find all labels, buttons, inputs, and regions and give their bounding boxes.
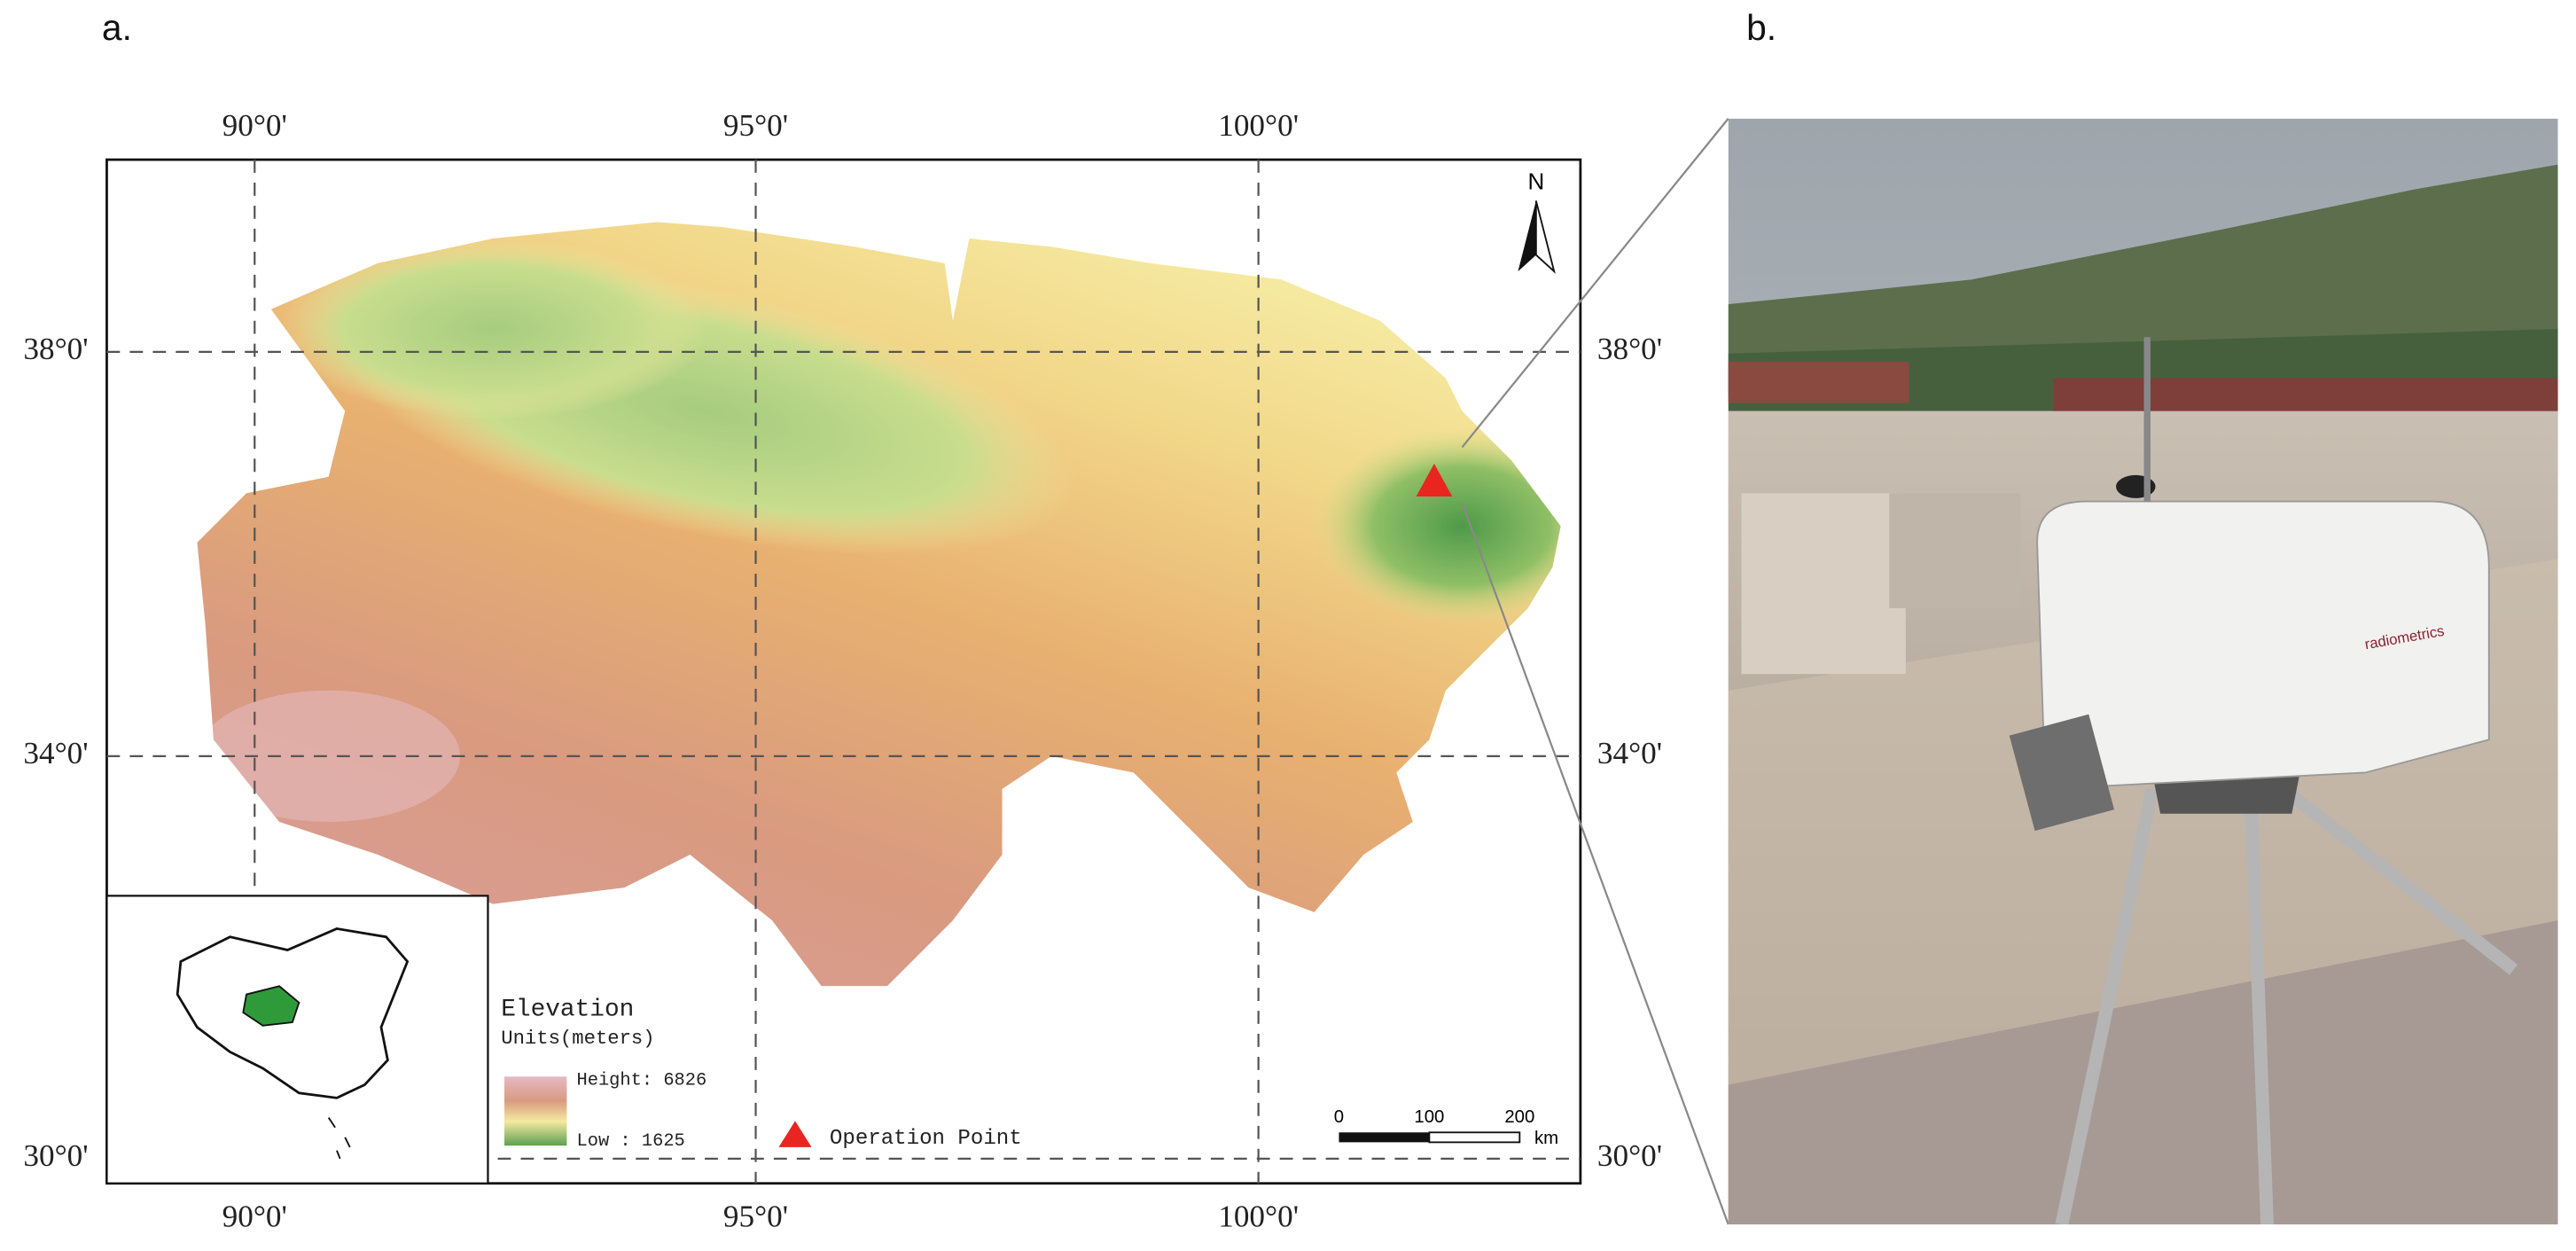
- basin: [279, 238, 706, 419]
- legend-high: Height: 6826: [577, 1071, 707, 1091]
- radiometer: [2036, 500, 2490, 790]
- elevation-surface: [197, 222, 1561, 987]
- lon-label: 100°0': [1218, 108, 1299, 143]
- duct: [1741, 493, 1906, 675]
- lat-label: 34°0': [23, 736, 88, 770]
- scale-label: 0: [1334, 1107, 1344, 1127]
- mount: [2151, 772, 2300, 814]
- photo: radiometrics: [1728, 118, 2558, 1225]
- lon-label: 90°0': [222, 1200, 287, 1234]
- legend-ramp: [503, 1076, 567, 1146]
- north-arrow: [1534, 200, 1556, 274]
- graticule: [106, 160, 1581, 1184]
- lat-label: 38°0': [23, 332, 88, 366]
- steel-plate: [1728, 920, 2558, 1225]
- mast: [2143, 337, 2151, 502]
- panel-label: b.: [1746, 7, 1776, 48]
- operation-point: [1416, 463, 1453, 497]
- scale-bar: [1339, 1132, 1430, 1143]
- lon-label: 100°0': [1218, 1200, 1299, 1234]
- lon-label: 95°0': [723, 108, 788, 143]
- lat-label: 38°0': [1597, 332, 1662, 366]
- panel-label: a.: [102, 7, 132, 48]
- building: [1728, 362, 1909, 403]
- lat-label: 30°0': [23, 1138, 88, 1173]
- legend-title: Elevation: [501, 997, 634, 1024]
- legend-units: Units(meters): [501, 1027, 654, 1050]
- inset-province: [242, 985, 301, 1027]
- scale-unit: km: [1534, 1129, 1558, 1148]
- lon-label: 90°0': [222, 108, 287, 143]
- tripod: [2055, 784, 2518, 1225]
- radiometer-panel: [2009, 714, 2115, 832]
- highland: [197, 690, 460, 822]
- legend-point-label: Operation Point: [830, 1127, 1022, 1151]
- legend-point: [778, 1121, 812, 1147]
- scale-label: 200: [1504, 1107, 1534, 1127]
- scale-bar: [1428, 1131, 1521, 1144]
- duct: [1889, 493, 2021, 609]
- scale-label: 100: [1414, 1107, 1444, 1127]
- connector: [1461, 118, 1729, 1225]
- legend-low: Low : 1625: [577, 1131, 685, 1152]
- north-label: N: [1527, 169, 1544, 194]
- lon-label: 95°0': [723, 1200, 788, 1234]
- lat-label: 30°0': [1597, 1138, 1662, 1173]
- lat-label: 34°0': [1597, 736, 1662, 770]
- map: N Elevation Units(meters) Height: 6826 L…: [23, 108, 1662, 1234]
- inset-islands: [327, 1117, 351, 1160]
